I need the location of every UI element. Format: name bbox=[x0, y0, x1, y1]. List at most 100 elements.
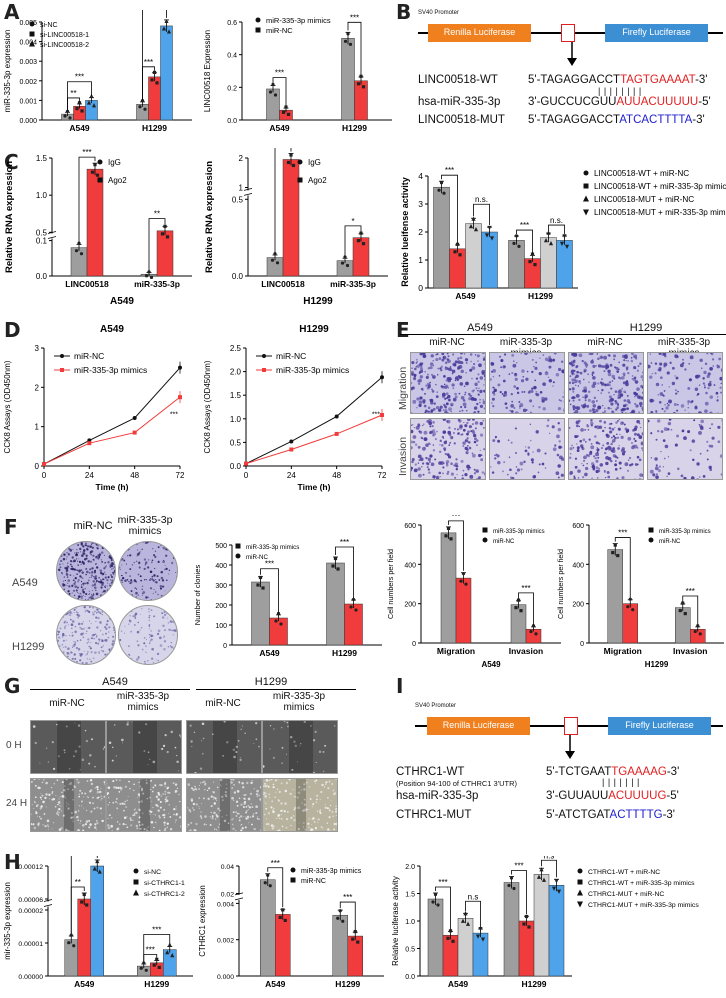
y-axis-label: Relative luciferase activity bbox=[391, 876, 400, 966]
data-point bbox=[345, 263, 350, 268]
x-category-label: H1299 bbox=[342, 123, 367, 133]
legend-marker bbox=[60, 354, 64, 358]
data-point bbox=[266, 873, 270, 877]
y-axis-label: CCK8 Assays (OD450nm) bbox=[203, 360, 212, 453]
data-point bbox=[616, 553, 620, 558]
micrograph bbox=[410, 418, 486, 480]
column-label: miR-335-3p mimics bbox=[116, 691, 170, 713]
bar bbox=[533, 874, 550, 977]
legend-label: LINC00518-MUT + miR-NC bbox=[594, 195, 694, 204]
y-tick-label: 2 bbox=[239, 154, 244, 163]
data-point bbox=[512, 886, 516, 891]
wound-image bbox=[262, 720, 338, 774]
bar bbox=[341, 38, 355, 121]
sequence-row: CTHRC1-WT 5'-TCTGAATTGAAAAG-3' bbox=[396, 766, 726, 780]
y-tick-label: 1.5 bbox=[230, 391, 242, 400]
x-category-label: Invasion bbox=[673, 646, 707, 656]
micrograph bbox=[568, 352, 644, 414]
data-point bbox=[473, 227, 479, 232]
data-point bbox=[77, 101, 82, 105]
wound-image bbox=[262, 778, 338, 832]
y-tick-label: 0.004 bbox=[19, 40, 37, 47]
data-point bbox=[139, 966, 143, 970]
sequence-block-i: CTHRC1-WT 5'-TCTGAATTGAAAAG-3' hsa-miR-335… bbox=[396, 766, 726, 836]
x-category-label: H1299 bbox=[521, 979, 546, 989]
data-point bbox=[42, 462, 46, 467]
data-point bbox=[455, 242, 460, 246]
micrograph bbox=[410, 352, 486, 414]
y-tick-label: 0 bbox=[580, 641, 584, 648]
data-point bbox=[453, 250, 457, 254]
chart-title: H1299 bbox=[299, 324, 329, 335]
legend-marker bbox=[577, 889, 583, 896]
sequence-value: 3'-GUUAUUACUUUUG-5' bbox=[546, 790, 679, 802]
legend-marker bbox=[97, 159, 103, 165]
x-category-label: H1299 bbox=[528, 291, 553, 301]
chart-title: A549 bbox=[100, 324, 124, 335]
y-axis-label: Cell numbers per field bbox=[556, 549, 565, 619]
data-point bbox=[166, 29, 172, 34]
legend-marker bbox=[262, 354, 266, 358]
data-point bbox=[74, 249, 79, 253]
legend-label: miR-NC bbox=[276, 351, 306, 361]
bar bbox=[70, 247, 88, 277]
legend-label: LINC00518-WT + miR-NC bbox=[594, 169, 689, 178]
row-label: A549 bbox=[12, 577, 38, 589]
data-point bbox=[489, 236, 495, 241]
data-point bbox=[161, 26, 167, 31]
data-point bbox=[356, 82, 361, 86]
sequence-seed: TAGTGAAAAT bbox=[620, 74, 696, 86]
y-tick-label: 1.5 bbox=[36, 154, 48, 163]
data-point bbox=[279, 622, 283, 626]
data-point bbox=[559, 241, 565, 246]
significance-bracket bbox=[272, 77, 287, 107]
data-point bbox=[271, 82, 275, 87]
significance-label: *** bbox=[520, 221, 529, 230]
micrograph-texture bbox=[57, 606, 115, 664]
colony-plate bbox=[118, 605, 178, 665]
significance-bracket bbox=[511, 870, 527, 915]
legend-label: miR-NC bbox=[74, 351, 104, 361]
y-tick-label: 0.0 bbox=[227, 118, 237, 125]
sequence-name: hsa-miR-335-3p bbox=[396, 790, 479, 802]
data-point bbox=[681, 601, 685, 605]
bar bbox=[433, 186, 450, 289]
wound-healing-images: A549 H1299 miR-NC miR-335-3p mimics miR-NC mi… bbox=[0, 676, 392, 848]
renilla-label: Renilla Luciferase bbox=[443, 27, 516, 37]
data-point bbox=[140, 99, 145, 103]
x-tick-label: 72 bbox=[176, 471, 185, 480]
x-category-label: A549 bbox=[455, 291, 476, 301]
micrograph-texture bbox=[32, 722, 105, 771]
y-tick-label: 0.5 bbox=[230, 438, 242, 447]
x-category-label: LINC00518 bbox=[261, 279, 305, 289]
bar bbox=[675, 607, 691, 644]
data-point bbox=[289, 439, 294, 444]
data-point bbox=[91, 103, 97, 108]
panel-label-e: E bbox=[396, 318, 410, 342]
y-tick-label: 0.6 bbox=[227, 20, 237, 27]
bar bbox=[282, 159, 300, 277]
bar bbox=[266, 88, 280, 121]
data-point bbox=[65, 109, 70, 113]
data-point bbox=[263, 881, 267, 885]
y-tick-label: 0.0 bbox=[405, 974, 415, 981]
significance-bracket bbox=[143, 934, 171, 963]
legend-label: si-NC bbox=[144, 869, 161, 876]
legend-marker bbox=[290, 877, 296, 883]
series-line bbox=[245, 376, 383, 465]
y-axis-label: Relative RNA expression bbox=[204, 161, 215, 273]
significance-label: *** bbox=[82, 148, 91, 157]
bar bbox=[548, 885, 565, 977]
data-point bbox=[509, 876, 514, 880]
data-point bbox=[527, 925, 531, 929]
y-tick-label: 200 bbox=[572, 602, 584, 609]
legend-marker bbox=[583, 195, 589, 202]
firefly-label-i: Firefly Luciferase bbox=[625, 720, 694, 730]
legend-label: IgG bbox=[108, 158, 121, 167]
colony-plates: miR-NC miR-335-3p mimics A549 H1299 bbox=[0, 515, 190, 675]
x-tick-label: 0 bbox=[244, 471, 249, 480]
panel-label-h: H bbox=[4, 850, 21, 874]
data-point bbox=[351, 937, 355, 941]
wound-image bbox=[186, 778, 262, 832]
data-point bbox=[551, 886, 557, 891]
